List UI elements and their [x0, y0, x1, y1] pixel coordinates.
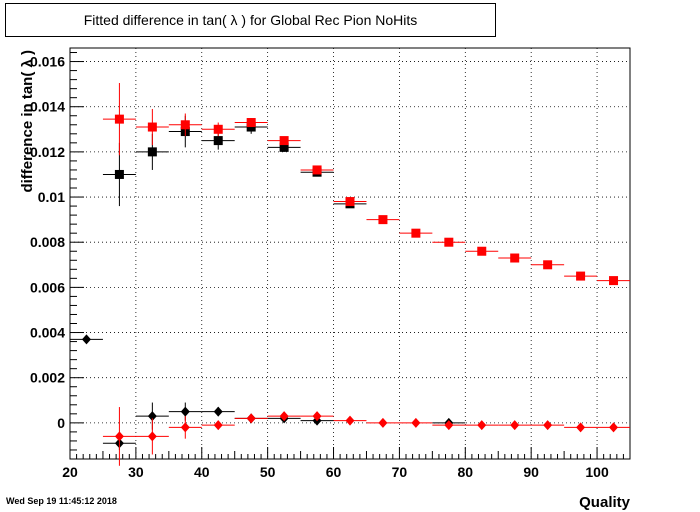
y-tick-label: 0.016: [30, 54, 65, 70]
data-point: [213, 420, 223, 431]
x-tick-label: 90: [523, 464, 539, 480]
data-point: [444, 420, 454, 431]
x-tick-label: 20: [62, 464, 78, 480]
x-axis-label: Quality: [579, 494, 631, 511]
data-point: [246, 413, 256, 424]
data-point: [411, 228, 421, 238]
x-tick-label: 80: [458, 464, 474, 480]
data-point: [444, 237, 454, 247]
data-point: [510, 420, 520, 431]
data-point: [114, 114, 124, 124]
data-point: [477, 420, 487, 431]
data-point: [213, 406, 223, 417]
data-point: [180, 422, 190, 433]
data-point: [378, 417, 388, 428]
data-point: [510, 253, 520, 263]
data-point: [114, 431, 124, 442]
x-tick-label: 60: [326, 464, 342, 480]
y-tick-label: 0.012: [30, 144, 65, 160]
plot-area: [70, 48, 630, 459]
series-group: [102, 407, 630, 466]
x-tick-label: 30: [128, 464, 144, 480]
series-group: [102, 83, 630, 286]
data-point: [378, 215, 388, 225]
data-point: [114, 169, 124, 179]
data-point: [609, 422, 619, 433]
x-tick-label: 40: [194, 464, 210, 480]
x-tick-label: 70: [392, 464, 408, 480]
data-point: [543, 420, 553, 431]
data-point: [345, 415, 355, 426]
y-tick-label: 0.006: [30, 279, 65, 295]
data-point: [345, 197, 355, 207]
data-point: [180, 120, 190, 130]
data-point: [147, 122, 157, 132]
plot-frame: [69, 47, 631, 460]
chart-title-box: Fitted difference in tan( λ ) for Global…: [5, 3, 496, 37]
data-point: [213, 136, 223, 146]
y-tick-label: 0.002: [30, 370, 65, 386]
data-point: [576, 422, 586, 433]
data-point: [279, 142, 289, 152]
data-point: [609, 276, 619, 286]
y-tick-label: 0.01: [38, 189, 65, 205]
y-tick-label: 0.008: [30, 234, 65, 250]
data-point: [543, 260, 553, 270]
data-point: [147, 431, 157, 442]
data-point: [576, 271, 586, 281]
data-point: [411, 417, 421, 428]
data-point: [213, 124, 223, 134]
data-point: [477, 246, 487, 256]
y-tick-label: 0.014: [30, 99, 65, 115]
y-tick-label: 0: [57, 415, 65, 431]
data-point: [279, 136, 289, 146]
data-point: [312, 411, 322, 422]
chart-title: Fitted difference in tan( λ ) for Global…: [83, 12, 418, 28]
x-tick-label: 50: [260, 464, 276, 480]
y-axis-label: difference in tan( λ ): [19, 50, 36, 193]
data-point: [246, 118, 256, 128]
x-tick-label: 100: [585, 464, 609, 480]
data-point: [147, 147, 157, 157]
timestamp-label: Wed Sep 19 11:45:12 2018: [6, 496, 117, 506]
data-point: [279, 411, 289, 422]
y-tick-label: 0.004: [30, 325, 65, 341]
data-point: [180, 406, 190, 417]
data-point: [81, 334, 91, 345]
data-point: [312, 165, 322, 175]
data-point: [147, 411, 157, 422]
